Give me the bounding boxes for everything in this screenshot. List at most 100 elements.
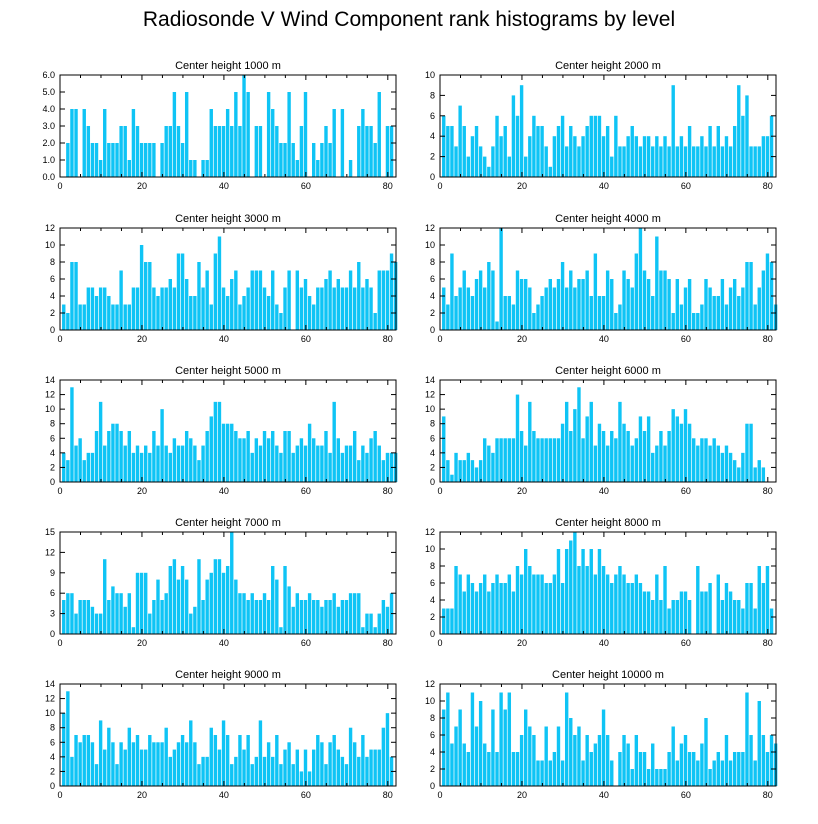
bar [757, 566, 761, 634]
bar [94, 143, 99, 177]
bar [761, 270, 766, 330]
bar [283, 143, 287, 177]
bar [487, 752, 491, 786]
bar [184, 431, 189, 482]
bar [495, 438, 499, 482]
bar [320, 445, 324, 482]
bar [548, 438, 552, 482]
bar [642, 752, 647, 786]
bar [242, 75, 246, 177]
bar [638, 583, 643, 634]
bar [524, 709, 528, 786]
bar [696, 146, 700, 177]
bar [361, 109, 365, 177]
bar [552, 574, 557, 634]
bar [769, 608, 774, 634]
x-tick-label: 80 [383, 638, 393, 648]
bar [552, 438, 557, 482]
bar [446, 304, 450, 330]
bar [70, 756, 74, 786]
bar [515, 394, 520, 482]
bar [275, 445, 279, 482]
panel-title: Center height 7000 m [175, 517, 281, 529]
y-tick-label: 6 [430, 274, 435, 284]
bar [560, 115, 565, 177]
bar [139, 143, 144, 177]
bar [221, 287, 226, 330]
figure-title: Radiosonde V Wind Component rank histogr… [142, 8, 676, 31]
bar [753, 304, 757, 330]
x-tick-label: 80 [763, 486, 773, 496]
bar [605, 735, 610, 786]
bar [221, 423, 226, 482]
bar [271, 566, 275, 634]
bar [470, 583, 475, 634]
bar [528, 401, 532, 482]
y-tick-label: 4 [50, 752, 55, 762]
y-tick-label: 12 [45, 223, 55, 233]
bar [62, 600, 66, 634]
y-tick-label: 10 [425, 696, 435, 706]
bar [499, 136, 503, 177]
y-tick-label: 6 [50, 588, 55, 598]
bar [749, 262, 753, 330]
bar [581, 279, 585, 330]
bar [577, 146, 581, 177]
bar [205, 160, 209, 177]
bar [213, 559, 218, 634]
bar [524, 279, 528, 330]
bar [491, 583, 495, 634]
bar [299, 438, 304, 482]
bar [74, 109, 78, 177]
x-tick-label: 60 [681, 181, 691, 191]
bar [495, 752, 499, 786]
bar [655, 769, 659, 786]
bar [687, 423, 692, 482]
bar [712, 296, 716, 330]
bar [446, 126, 450, 177]
bar [275, 126, 279, 177]
bar [111, 423, 115, 482]
bar [324, 764, 328, 786]
bar [357, 756, 361, 786]
bar [704, 591, 708, 634]
bar [348, 160, 353, 177]
y-tick-label: 9 [50, 568, 55, 578]
bar [234, 756, 238, 786]
bar [610, 760, 614, 786]
bar [667, 752, 671, 786]
bar [275, 735, 279, 786]
bar [478, 460, 483, 482]
bar [573, 136, 577, 177]
bar [470, 296, 475, 330]
y-tick-label: 8 [430, 419, 435, 429]
bar [254, 600, 259, 634]
y-tick-label: 12 [425, 390, 435, 400]
bar [307, 296, 312, 330]
bar [651, 600, 655, 634]
bar [156, 579, 160, 634]
bar [466, 287, 471, 330]
bar [352, 593, 357, 634]
bar [622, 423, 626, 482]
bar [564, 549, 569, 634]
bar [164, 445, 168, 482]
y-tick-label: 14 [45, 375, 55, 385]
bar [614, 115, 618, 177]
bar [369, 438, 373, 482]
bar [732, 126, 737, 177]
bar [246, 431, 250, 482]
bar [135, 735, 140, 786]
bar [90, 742, 95, 786]
bar [266, 296, 271, 330]
bar [271, 756, 275, 786]
bar [283, 749, 287, 786]
bar [708, 583, 712, 634]
bar [316, 287, 320, 330]
bar [156, 742, 160, 786]
bar [753, 467, 757, 482]
bar [732, 279, 737, 330]
panel-title: Center height 3000 m [175, 213, 281, 225]
bar [107, 143, 111, 177]
bar [242, 593, 246, 634]
